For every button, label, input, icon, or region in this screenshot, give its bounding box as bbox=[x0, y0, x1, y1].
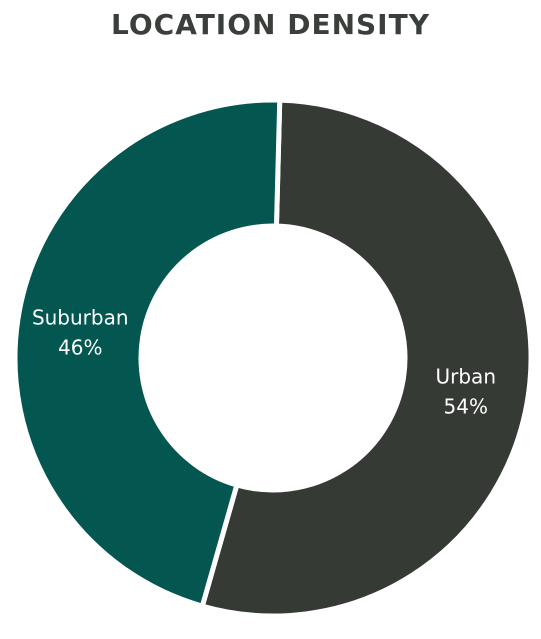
slice-label-urban: Urban bbox=[436, 364, 497, 388]
slice-suburban bbox=[12, 97, 283, 610]
slice-value-urban: 54% bbox=[444, 394, 488, 418]
slice-value-suburban: 46% bbox=[58, 336, 102, 360]
slice-urban bbox=[199, 97, 534, 619]
slice-label-suburban: Suburban bbox=[32, 306, 129, 330]
chart-title: LOCATION DENSITY bbox=[111, 8, 430, 41]
